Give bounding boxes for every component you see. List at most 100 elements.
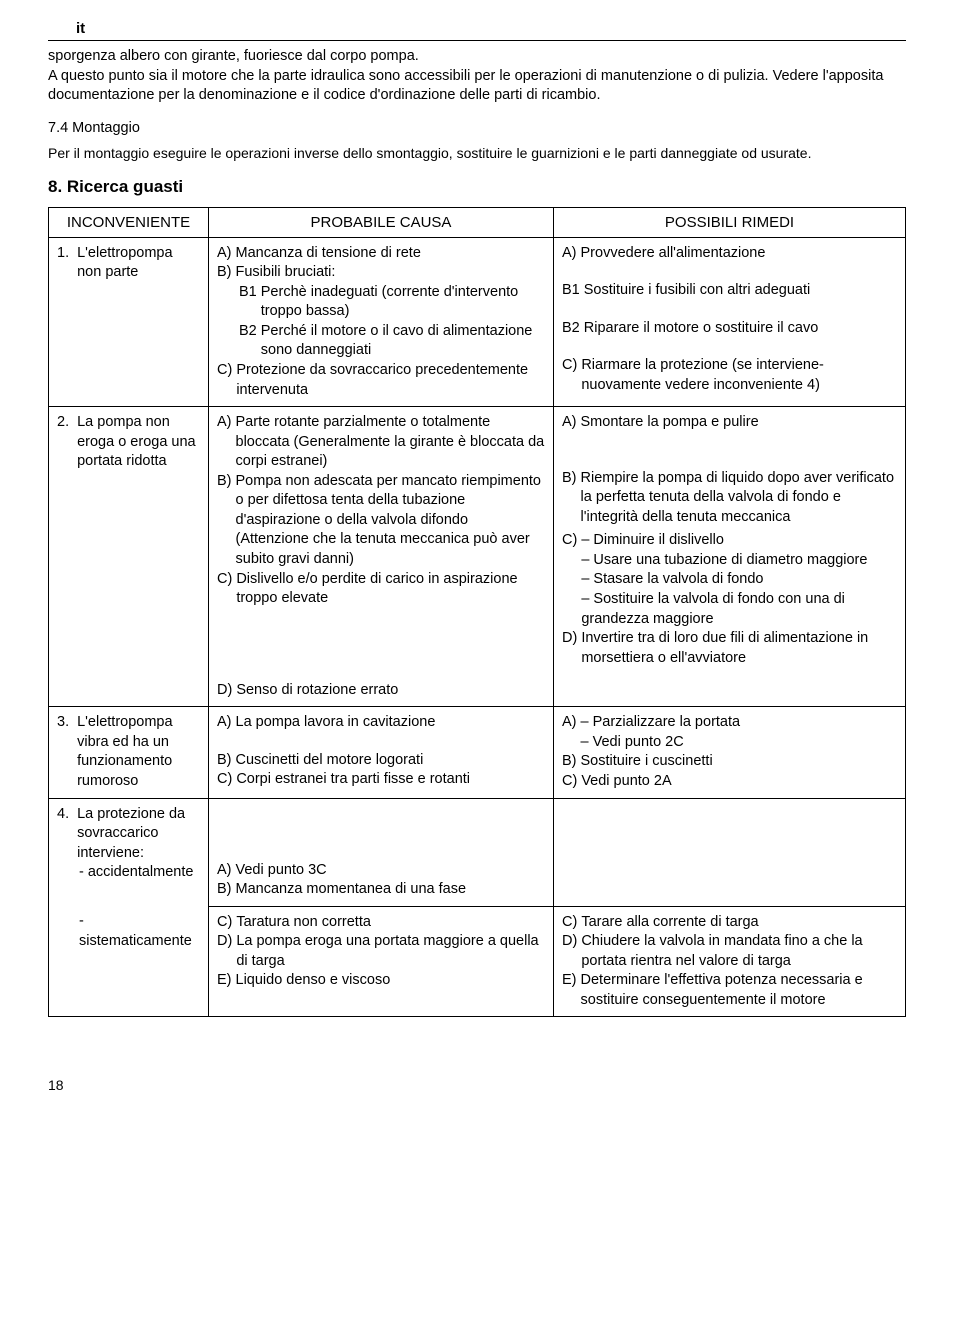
- item-letter: B): [562, 469, 577, 528]
- cell-remedy-1: A)Provvedere all'alimentazione B1Sostitu…: [554, 237, 906, 407]
- item-letter: A): [217, 413, 232, 472]
- intro-paragraph: sporgenza albero con girante, fuoriesce …: [48, 47, 906, 106]
- header-inconveniente: INCONVENIENTE: [49, 207, 209, 237]
- item-body: Smontare la pompa e pulire: [581, 413, 898, 433]
- item-body: Fusibili bruciati:: [236, 263, 546, 283]
- item-body: Determinare l'effettiva potenza necessar…: [581, 971, 898, 1010]
- item-body: – Diminuire il dislivello – Usare una tu…: [581, 531, 897, 629]
- item-body: Mancanza di tensione di rete: [236, 244, 546, 264]
- cell-remedy-4b: C)Tarare alla corrente di targa D)Chiude…: [554, 906, 906, 1017]
- cell-cause-3: A)La pompa lavora in cavitazione B)Cusci…: [209, 707, 554, 798]
- cell-remedy-3: A) – Parzializzare la portata – Vedi pun…: [554, 707, 906, 798]
- language-header: it: [48, 20, 906, 41]
- section-7-4-title: 7.4 Montaggio: [48, 120, 906, 136]
- item-letter: B): [217, 880, 232, 900]
- item-body: Cuscinetti del motore logorati: [236, 751, 546, 771]
- item-body: Riarmare la protezione (se interviene-nu…: [581, 356, 897, 395]
- item-letter: E): [217, 971, 232, 991]
- cell-remedy-4a: [554, 798, 906, 906]
- dash-line: – Sostituire la valvola di fondo con una…: [581, 590, 897, 629]
- item-body: Perchè inadeguati (corrente d'intervento…: [261, 283, 545, 322]
- item-letter: C): [562, 913, 577, 933]
- row4-sub1: - accidentalmente: [57, 863, 200, 883]
- row4-inconv: La protezione da sovraccarico interviene…: [77, 805, 200, 864]
- table-row: 1. L'elettropompa non parte A)Mancanza d…: [49, 237, 906, 407]
- row1-inconv: L'elettropompa non parte: [77, 244, 200, 283]
- item-body: Perché il motore o il cavo di alimentazi…: [261, 322, 545, 361]
- item-body: Chiudere la valvola in mandata fino a ch…: [581, 932, 897, 971]
- item-body: Vedi punto 2A: [581, 772, 897, 792]
- troubleshooting-table: INCONVENIENTE PROBABILE CAUSA POSSIBILI …: [48, 207, 906, 1018]
- item-body: Liquido denso e viscoso: [236, 971, 546, 991]
- item-body: Mancanza momentanea di una fase: [236, 880, 546, 900]
- table-row: 2. La pompa non eroga o eroga una portat…: [49, 407, 906, 707]
- dash-line: – Diminuire il dislivello: [581, 531, 897, 551]
- item-letter: A): [562, 413, 577, 433]
- dash-line: – Vedi punto 2C: [581, 733, 898, 753]
- cell-inconv-3: 3. L'elettropompa vibra ed ha un funzion…: [49, 707, 209, 798]
- item-letter: D): [562, 932, 577, 971]
- row-number: 1.: [57, 244, 69, 283]
- row2-inconv: La pompa non eroga o eroga una portata r…: [77, 413, 200, 472]
- item-body: Vedi punto 3C: [236, 861, 546, 881]
- item-body: Sostituire i cuscinetti: [581, 752, 898, 772]
- item-letter: C): [217, 770, 232, 790]
- item-body: Provvedere all'alimentazione: [581, 244, 898, 264]
- intro-line1: sporgenza albero con girante, fuoriesce …: [48, 48, 419, 64]
- cell-remedy-2: A)Smontare la pompa e pulire B)Riempire …: [554, 407, 906, 707]
- item-letter: B): [217, 751, 232, 771]
- section-8-title: 8. Ricerca guasti: [48, 177, 906, 197]
- page-number: 18: [48, 1077, 906, 1093]
- item-body: Riparare il motore o sostituire il cavo: [584, 319, 897, 339]
- row-number: 3.: [57, 713, 69, 791]
- item-letter: B): [217, 263, 232, 283]
- cell-inconv-2: 2. La pompa non eroga o eroga una portat…: [49, 407, 209, 707]
- item-body: Corpi estranei tra parti fisse e rotanti: [236, 770, 545, 790]
- intro-line2: A questo punto sia il motore che la part…: [48, 68, 883, 104]
- item-body: Tarare alla corrente di targa: [581, 913, 897, 933]
- header-causa: PROBABILE CAUSA: [209, 207, 554, 237]
- item-body: La pompa eroga una portata maggiore a qu…: [236, 932, 545, 971]
- item-body: Taratura non corretta: [236, 913, 545, 933]
- cell-inconv-4b: - sistematicamente: [49, 906, 209, 1017]
- dash-line: – Stasare la valvola di fondo: [581, 570, 897, 590]
- cell-inconv-1: 1. L'elettropompa non parte: [49, 237, 209, 407]
- item-letter: E): [562, 971, 577, 1010]
- item-body: Invertire tra di loro due fili di alimen…: [581, 629, 897, 668]
- cell-cause-4b: C)Taratura non corretta D)La pompa eroga…: [209, 906, 554, 1017]
- item-body: Senso di rotazione errato: [236, 681, 545, 701]
- item-letter: B): [562, 752, 577, 772]
- item-letter: D): [217, 681, 232, 701]
- row4-sub2: - sistematicamente: [57, 912, 200, 951]
- cell-cause-2: A)Parte rotante parzialmente o totalment…: [209, 407, 554, 707]
- item-letter: A): [562, 713, 577, 752]
- item-body: Sostituire i fusibili con altri adeguati: [584, 281, 897, 301]
- cell-cause-4a: A)Vedi punto 3C B)Mancanza momentanea di…: [209, 798, 554, 906]
- item-letter: B2: [239, 322, 257, 361]
- item-letter: A): [562, 244, 577, 264]
- item-letter: D): [562, 629, 577, 668]
- item-letter: B2: [562, 319, 580, 339]
- dash-line: – Usare una tubazione di diametro maggio…: [581, 551, 897, 571]
- item-body: Pompa non adescata per mancato riempimen…: [236, 472, 546, 570]
- table-header-row: INCONVENIENTE PROBABILE CAUSA POSSIBILI …: [49, 207, 906, 237]
- item-letter: C): [562, 356, 577, 395]
- item-letter: B1: [239, 283, 257, 322]
- item-letter: B): [217, 472, 232, 570]
- row3-inconv: L'elettropompa vibra ed ha un funzioname…: [77, 713, 200, 791]
- item-letter: A): [217, 861, 232, 881]
- item-letter: A): [217, 244, 232, 264]
- item-body: Parte rotante parzialmente o totalmente …: [236, 413, 546, 472]
- row-number: 2.: [57, 413, 69, 472]
- cell-cause-1: A)Mancanza di tensione di rete B)Fusibil…: [209, 237, 554, 407]
- item-letter: D): [217, 932, 232, 971]
- item-body: Dislivello e/o perdite di carico in aspi…: [236, 570, 545, 609]
- item-letter: C): [562, 772, 577, 792]
- row-number: 4.: [57, 805, 69, 864]
- item-body: – Parzializzare la portata – Vedi punto …: [581, 713, 898, 752]
- table-row: 3. L'elettropompa vibra ed ha un funzion…: [49, 707, 906, 798]
- item-letter: A): [217, 713, 232, 733]
- item-letter: C): [217, 913, 232, 933]
- item-letter: B1: [562, 281, 580, 301]
- table-row: 4. La protezione da sovraccarico intervi…: [49, 798, 906, 906]
